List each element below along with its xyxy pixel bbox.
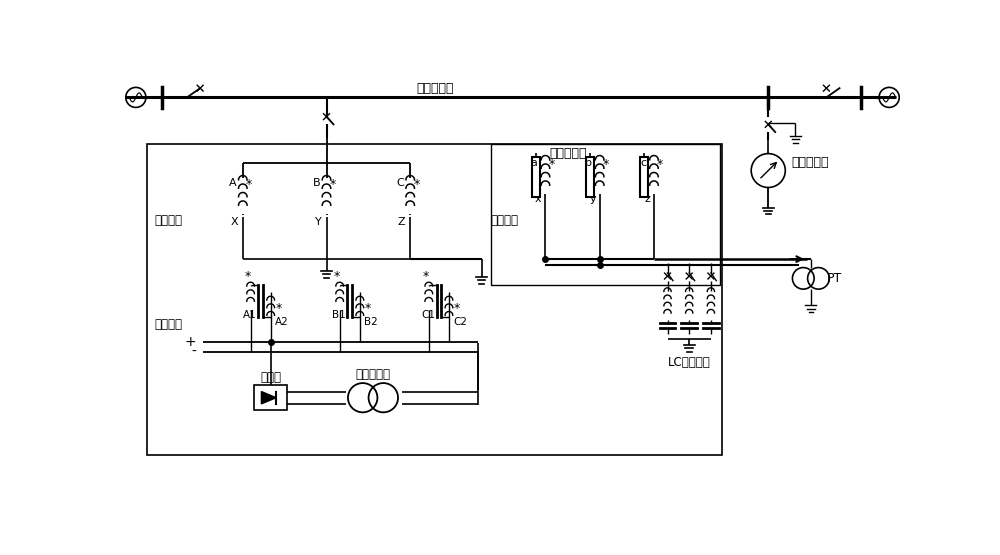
Text: *: * <box>603 158 609 171</box>
Text: b: b <box>585 158 592 168</box>
Text: 整流桥: 整流桥 <box>260 371 281 384</box>
Text: *: * <box>275 302 282 315</box>
Text: C2: C2 <box>454 317 468 327</box>
Text: B2: B2 <box>364 317 378 327</box>
Bar <box>254 385 287 410</box>
Text: A2: A2 <box>275 317 289 327</box>
Text: z: z <box>644 194 650 204</box>
Text: 补唇绕组: 补唇绕组 <box>491 214 519 227</box>
Text: +: + <box>185 335 196 349</box>
Text: *: * <box>330 178 336 191</box>
Text: A: A <box>229 178 237 188</box>
Text: -: - <box>191 345 196 359</box>
Text: X: X <box>231 217 238 227</box>
Bar <box>532 157 540 196</box>
Text: *: * <box>657 158 663 171</box>
Text: 母线电抗器: 母线电抗器 <box>792 157 829 169</box>
Text: C: C <box>396 178 404 188</box>
Text: LC滤波器组: LC滤波器组 <box>668 356 711 369</box>
Bar <box>640 157 648 196</box>
Text: 网侧绕组: 网侧绕组 <box>154 214 182 227</box>
Text: Y: Y <box>315 217 322 227</box>
Text: A1: A1 <box>243 310 257 320</box>
Text: *: * <box>364 302 371 315</box>
Text: C1: C1 <box>421 310 435 320</box>
Text: *: * <box>454 302 460 315</box>
Bar <box>491 144 720 285</box>
Text: B: B <box>313 178 320 188</box>
Text: *: * <box>413 178 420 191</box>
Text: x: x <box>535 194 542 204</box>
Text: *: * <box>333 270 340 283</box>
Text: *: * <box>244 270 251 283</box>
Text: c: c <box>640 158 646 168</box>
Text: 电抗器本体: 电抗器本体 <box>550 147 587 160</box>
Text: 线路电抗器: 线路电抗器 <box>416 82 454 95</box>
Text: y: y <box>589 194 596 204</box>
Text: PT: PT <box>826 272 842 285</box>
Polygon shape <box>261 391 276 404</box>
Text: 控制绕组: 控制绕组 <box>154 318 182 331</box>
Text: *: * <box>246 178 252 191</box>
Bar <box>147 144 722 456</box>
Text: a: a <box>531 158 538 168</box>
Bar <box>586 157 594 196</box>
Text: *: * <box>423 270 429 283</box>
Text: *: * <box>549 158 555 171</box>
Text: B1: B1 <box>332 310 346 320</box>
Text: Z: Z <box>398 217 406 227</box>
Text: 励磁变压器: 励磁变压器 <box>356 368 390 381</box>
